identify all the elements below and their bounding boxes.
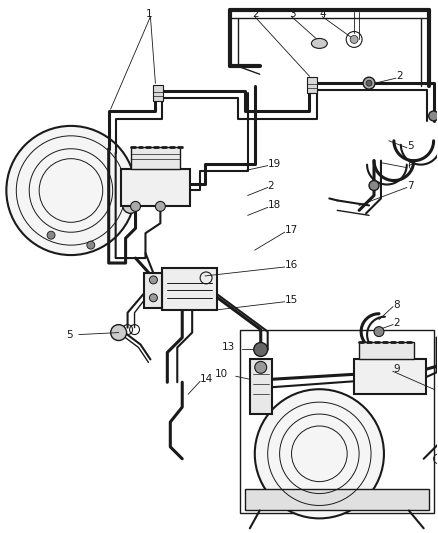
Ellipse shape <box>311 38 327 49</box>
Text: 6: 6 <box>407 160 413 171</box>
Circle shape <box>363 77 375 89</box>
Bar <box>240 329 434 513</box>
Text: 2: 2 <box>252 9 258 19</box>
Text: 16: 16 <box>285 260 298 270</box>
Bar <box>245 489 429 511</box>
Text: 15: 15 <box>285 295 298 305</box>
Bar <box>120 168 190 206</box>
Circle shape <box>155 201 165 212</box>
Bar <box>307 77 318 93</box>
Circle shape <box>111 325 127 341</box>
Text: 8: 8 <box>393 300 399 310</box>
Text: 2: 2 <box>268 181 274 190</box>
Text: 7: 7 <box>407 181 413 190</box>
Circle shape <box>149 276 157 284</box>
Bar <box>354 359 426 394</box>
Circle shape <box>149 294 157 302</box>
Bar <box>131 147 180 168</box>
Bar <box>145 273 162 308</box>
Circle shape <box>7 126 135 255</box>
Text: 4: 4 <box>319 9 326 19</box>
Circle shape <box>429 111 438 121</box>
Text: 2: 2 <box>393 318 399 328</box>
Text: 13: 13 <box>222 343 235 352</box>
Text: 18: 18 <box>268 200 281 211</box>
Text: 5: 5 <box>66 329 73 340</box>
Text: 2: 2 <box>396 71 403 81</box>
Text: 3: 3 <box>290 9 296 19</box>
Circle shape <box>374 327 384 336</box>
Text: 1: 1 <box>145 9 152 19</box>
Circle shape <box>254 343 268 357</box>
Text: 10: 10 <box>215 369 228 379</box>
Circle shape <box>350 36 358 43</box>
Text: 14: 14 <box>200 374 213 384</box>
Text: 19: 19 <box>268 159 281 168</box>
Text: 5: 5 <box>407 141 413 151</box>
Circle shape <box>47 231 55 239</box>
Circle shape <box>87 241 95 249</box>
Circle shape <box>123 197 138 213</box>
Bar <box>162 268 217 310</box>
Circle shape <box>255 361 267 373</box>
Circle shape <box>366 80 372 86</box>
Text: 9: 9 <box>393 365 399 374</box>
Circle shape <box>131 201 141 212</box>
Text: 17: 17 <box>285 225 298 235</box>
Bar <box>153 85 163 101</box>
Bar <box>359 342 414 359</box>
Circle shape <box>369 181 379 190</box>
Circle shape <box>255 389 384 519</box>
Bar <box>250 359 272 414</box>
